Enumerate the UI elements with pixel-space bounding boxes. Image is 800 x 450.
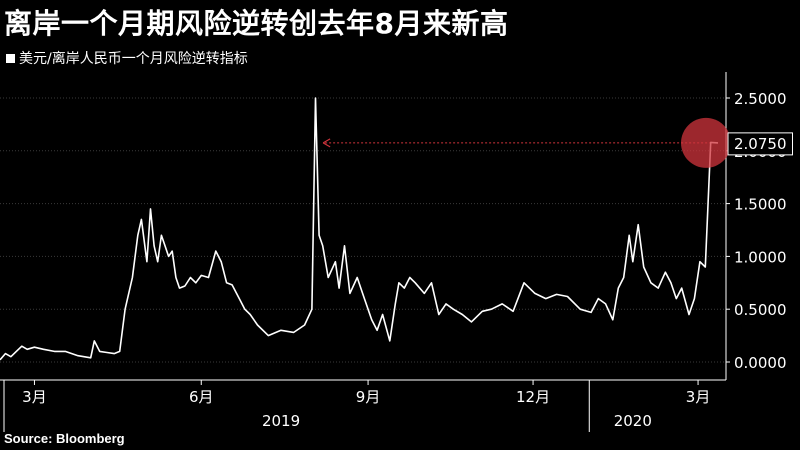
legend-label: 美元/离岸人民币一个月风险逆转指标 — [19, 51, 248, 67]
year-label: 2019 — [262, 412, 300, 430]
y-tick-label: 0.5000 — [734, 301, 787, 319]
last-value-box — [727, 132, 793, 156]
x-tick-label: 12月 — [516, 388, 550, 406]
chart-title: 离岸一个月期风险逆转创去年8月来新高 — [4, 7, 509, 40]
year-label: 2020 — [614, 412, 652, 430]
legend-swatch — [6, 53, 15, 63]
highlight-circle — [681, 117, 731, 168]
last-value-label: 2.0750 — [734, 135, 787, 153]
source-note: Source: Bloomberg — [4, 431, 125, 446]
x-tick-label: 3月 — [686, 388, 711, 406]
legend: 美元/离岸人民币一个月风险逆转指标 — [6, 48, 248, 68]
y-tick-label: 1.0000 — [734, 248, 787, 266]
reference-arrowhead — [322, 138, 331, 148]
x-tick-label: 3月 — [22, 388, 47, 406]
y-tick-label: 1.5000 — [734, 196, 787, 214]
x-tick-label: 9月 — [356, 388, 381, 406]
y-tick-label: 0.0000 — [734, 354, 787, 372]
y-tick-label: 2.5000 — [734, 90, 787, 108]
series-line — [0, 97, 719, 361]
x-tick-label: 6月 — [189, 388, 214, 406]
